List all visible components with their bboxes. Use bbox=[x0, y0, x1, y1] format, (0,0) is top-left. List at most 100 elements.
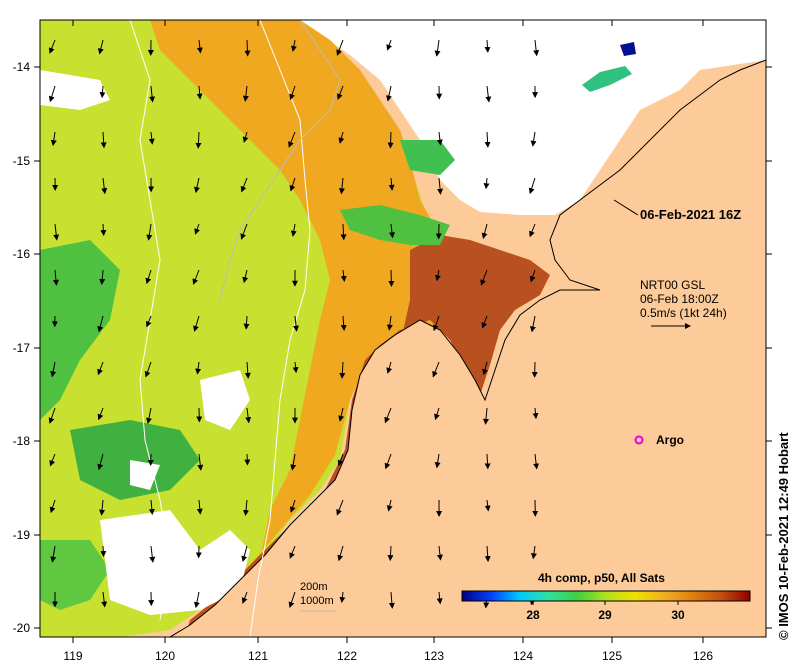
colorbar-title: 4h comp, p50, All Sats bbox=[538, 571, 665, 585]
y-tick-label: -20 bbox=[13, 621, 31, 635]
current-vector bbox=[100, 223, 107, 237]
current-vector bbox=[339, 591, 346, 604]
colorbar-tick-label: 30 bbox=[671, 608, 685, 622]
current-vector bbox=[148, 499, 155, 516]
current-vector bbox=[99, 499, 106, 516]
current-vector bbox=[384, 407, 392, 424]
current-vector bbox=[386, 39, 393, 51]
current-vector bbox=[195, 361, 202, 375]
no-data-region bbox=[300, 20, 766, 215]
current-vector bbox=[97, 361, 104, 376]
plot-frame bbox=[39, 19, 767, 638]
current-vector bbox=[386, 499, 393, 512]
current-vector bbox=[338, 131, 345, 144]
y-axis: -14 -15 -16 -17 -18 -19 -20 bbox=[13, 60, 772, 635]
x-tick-label: 126 bbox=[693, 649, 713, 663]
current-vector bbox=[483, 407, 489, 425]
current-vector bbox=[48, 39, 56, 54]
current-vector bbox=[290, 453, 297, 471]
x-tick-label: 119 bbox=[63, 649, 82, 663]
current-vector bbox=[197, 453, 204, 471]
current-vector bbox=[97, 453, 104, 471]
contour-200m-label: 200m bbox=[300, 581, 328, 593]
current-vector bbox=[192, 269, 200, 285]
current-vector bbox=[292, 361, 299, 374]
datetime-leader bbox=[613, 199, 639, 216]
current-vector bbox=[437, 177, 444, 195]
current-vector bbox=[244, 39, 251, 57]
current-vector bbox=[193, 591, 200, 609]
no-data-hole bbox=[40, 70, 110, 110]
current-scale-label: 0.5m/s (1kt 24h) bbox=[640, 306, 727, 320]
current-vector bbox=[484, 39, 491, 53]
contour-200m bbox=[129, 20, 171, 621]
current-vector bbox=[388, 223, 395, 239]
current-vector bbox=[289, 85, 296, 101]
current-vector bbox=[530, 545, 537, 560]
no-data-hole bbox=[100, 510, 250, 615]
current-vector bbox=[99, 85, 106, 99]
current-vector bbox=[530, 131, 537, 147]
current-vector bbox=[432, 315, 440, 332]
ocean-sst-orange bbox=[150, 20, 470, 637]
current-vector bbox=[242, 85, 249, 102]
current-vector bbox=[241, 545, 248, 563]
ocean-sst-cool-patch bbox=[400, 140, 455, 175]
x-tick-label: 121 bbox=[248, 649, 268, 663]
current-vector bbox=[99, 269, 106, 285]
x-tick-label: 123 bbox=[424, 649, 444, 663]
x-tick-label: 125 bbox=[602, 649, 622, 663]
current-vector bbox=[100, 545, 107, 558]
current-vector bbox=[336, 499, 344, 516]
contour-1000m bbox=[249, 20, 311, 637]
current-vector bbox=[436, 545, 443, 561]
current-vector bbox=[293, 315, 300, 332]
no-data-hole bbox=[200, 370, 250, 430]
current-vector bbox=[97, 407, 104, 421]
current-vector bbox=[49, 499, 56, 514]
current-vector bbox=[50, 361, 57, 378]
current-vector bbox=[144, 361, 152, 378]
current-vector bbox=[484, 453, 491, 470]
x-tick-label: 122 bbox=[337, 649, 357, 663]
current-vector bbox=[49, 453, 56, 467]
y-tick-label: -14 bbox=[13, 60, 31, 74]
current-vector bbox=[434, 39, 441, 57]
x-tick-label: 124 bbox=[513, 649, 533, 663]
current-vector bbox=[149, 85, 156, 103]
current-vector bbox=[533, 39, 540, 57]
current-vector bbox=[485, 85, 492, 103]
ocean-sst-cool-patch bbox=[340, 205, 450, 245]
current-vector bbox=[529, 315, 536, 333]
current-vector bbox=[196, 85, 203, 100]
current-vector bbox=[483, 177, 490, 190]
current-vector bbox=[386, 85, 392, 102]
y-tick-label: -15 bbox=[13, 154, 31, 168]
argo-marker bbox=[634, 435, 644, 445]
colorbar-ticks: 28 29 30 bbox=[526, 601, 685, 622]
current-vector bbox=[529, 223, 536, 238]
current-vector bbox=[145, 269, 152, 285]
current-vector bbox=[290, 39, 297, 52]
current-vector bbox=[97, 315, 104, 333]
current-vector bbox=[240, 177, 248, 193]
current-vector bbox=[290, 223, 297, 237]
y-tick-label: -19 bbox=[13, 528, 31, 542]
ocean-sst-cool-patch bbox=[40, 540, 110, 610]
current-vector bbox=[484, 499, 491, 512]
current-vector bbox=[245, 407, 252, 424]
island-warm-pool bbox=[582, 66, 632, 92]
current-vector bbox=[289, 177, 296, 192]
current-vector bbox=[532, 407, 539, 420]
current-vector bbox=[50, 131, 57, 147]
current-vector bbox=[288, 591, 296, 609]
current-vector bbox=[484, 131, 491, 148]
ocean-sst-cool-patch bbox=[40, 240, 120, 420]
current-vector bbox=[386, 361, 393, 374]
current-product-label: NRT00 GSL bbox=[640, 278, 705, 292]
current-vector bbox=[434, 269, 441, 282]
current-vector bbox=[243, 315, 250, 330]
current-vector bbox=[337, 453, 344, 467]
current-vector bbox=[149, 545, 156, 563]
current-vector bbox=[100, 131, 107, 149]
